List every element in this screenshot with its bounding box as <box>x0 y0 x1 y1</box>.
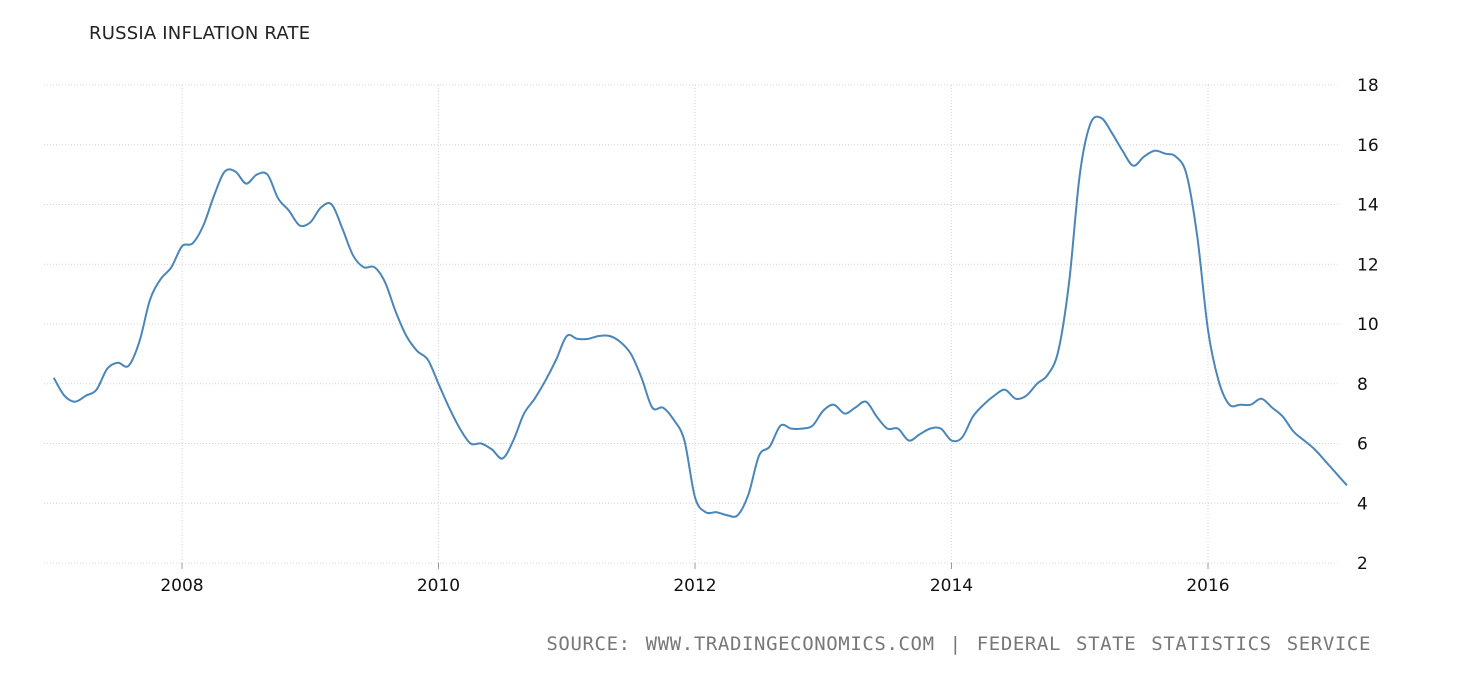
y-tick-label: 12 <box>1357 255 1379 275</box>
series-layer <box>52 115 1348 518</box>
x-tick-label: 2012 <box>673 576 716 596</box>
y-tick-label: 8 <box>1357 375 1368 395</box>
gridlines <box>44 84 1340 569</box>
y-axis-ticks: 18 16 14 12 10 8 6 4 2 <box>1357 76 1379 574</box>
x-tick-label: 2016 <box>1186 576 1229 596</box>
x-tick-label: 2010 <box>417 576 460 596</box>
y-tick-label: 18 <box>1357 76 1379 96</box>
y-tick-label: 16 <box>1357 136 1379 156</box>
y-tick-label: 14 <box>1357 196 1379 216</box>
source-attribution: SOURCE: WWW.TRADINGECONOMICS.COM | FEDER… <box>546 633 1371 655</box>
chart-title: RUSSIA INFLATION RATE <box>89 23 311 44</box>
x-axis-ticks: 2008 2010 2012 2014 2016 <box>160 576 1229 596</box>
y-tick-label: 2 <box>1357 554 1368 574</box>
y-tick-label: 4 <box>1357 494 1368 514</box>
y-tick-label: 10 <box>1357 315 1379 335</box>
series-line-0 <box>52 115 1348 518</box>
y-tick-label: 6 <box>1357 435 1368 455</box>
x-tick-label: 2008 <box>160 576 203 596</box>
x-tick-label: 2014 <box>930 576 973 596</box>
